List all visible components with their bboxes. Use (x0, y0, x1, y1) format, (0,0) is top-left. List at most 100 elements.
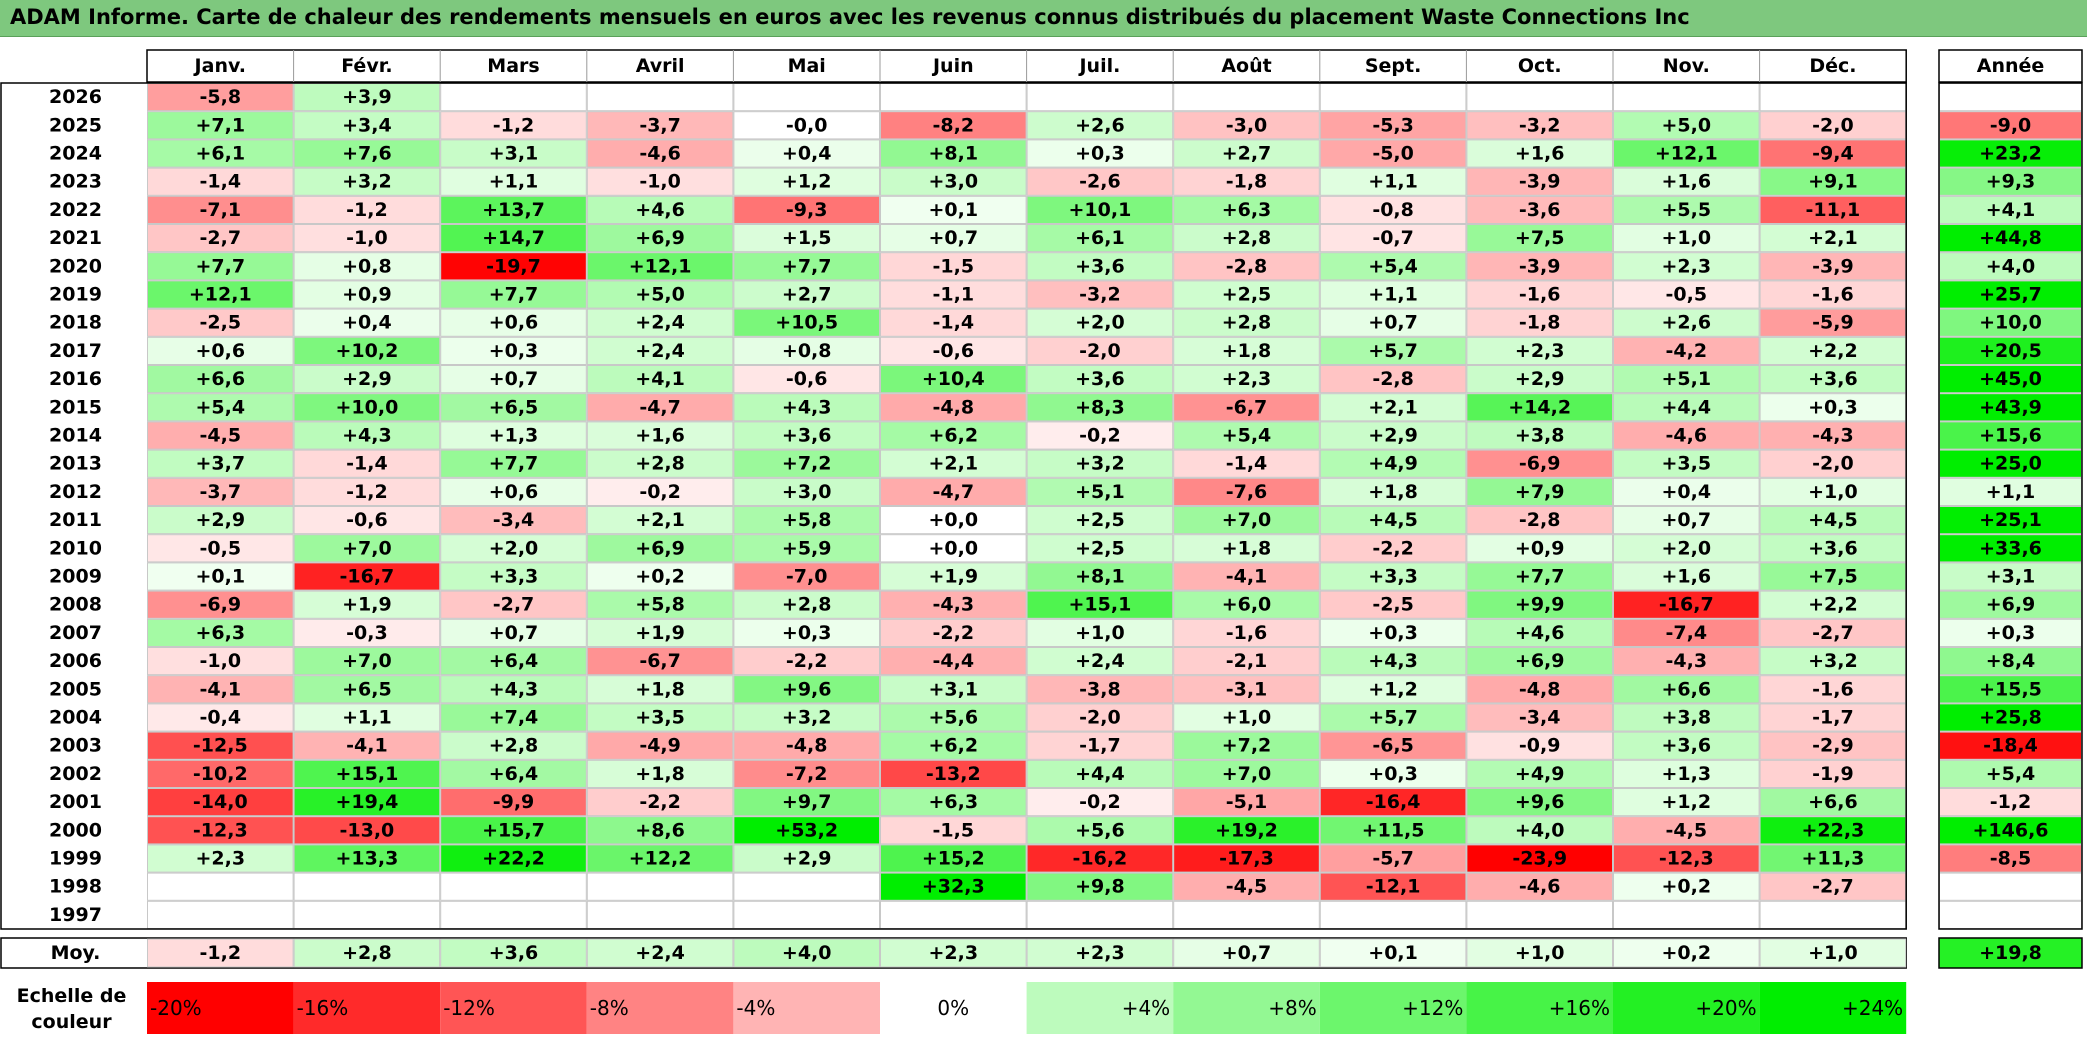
heatmap-cell (1026, 872, 1174, 901)
cell-value: +2,4 (1075, 650, 1125, 672)
cell-value: -3,2 (1079, 284, 1121, 306)
heatmap-cell (1466, 393, 1614, 422)
heatmap-cell (1613, 224, 1760, 253)
cell-value: -1,4 (200, 171, 242, 193)
heatmap-cell (1759, 759, 1907, 788)
heatmap-cell (1026, 308, 1174, 337)
year-total-value: +23,2 (1979, 143, 2042, 165)
heatmap-cell (1613, 618, 1760, 647)
cell-value: +3,2 (1075, 453, 1125, 475)
heatmap-cell (1173, 816, 1320, 845)
heatmap-cell (147, 731, 294, 760)
cell-value: +2,1 (929, 453, 979, 475)
cell-value: -11,1 (1806, 199, 1861, 221)
heatmap-cell (1466, 816, 1614, 845)
cell-value: +4,6 (1515, 622, 1565, 644)
cell-value: -16,7 (1659, 594, 1714, 616)
heatmap-cell (880, 562, 1027, 591)
cell-value: -2,6 (1079, 171, 1121, 193)
year-label: 2003 (49, 735, 102, 757)
cell-value: +12,1 (629, 255, 692, 277)
heatmap-cell (1759, 167, 1907, 196)
heatmap-cell (880, 421, 1027, 450)
heatmap-cell (1613, 816, 1760, 845)
heatmap-cell (1759, 788, 1907, 817)
cell-value: +3,5 (1662, 453, 1712, 475)
cell-value: +2,6 (1075, 114, 1125, 136)
average-cell (880, 938, 1027, 968)
heatmap-cell (1173, 83, 1320, 112)
heatmap-cell (1173, 252, 1320, 281)
cell-value: +1,2 (782, 171, 832, 193)
year-total-value: +20,5 (1979, 340, 2042, 362)
average-cell (1319, 938, 1467, 968)
cell-value: +0,6 (489, 312, 539, 334)
heatmap-cell (586, 308, 734, 337)
heatmap-cell (880, 900, 1027, 929)
heatmap-cell (1319, 421, 1467, 450)
cell-value: +7,7 (782, 255, 832, 277)
heatmap-cell (147, 477, 294, 506)
cell-value: -1,6 (1812, 284, 1854, 306)
year-total-cell (1939, 280, 2082, 309)
cell-value: -4,3 (1812, 425, 1854, 447)
scale-value: -12% (443, 996, 495, 1020)
cell-value: +3,6 (1808, 537, 1858, 559)
cell-value: -1,8 (1226, 171, 1268, 193)
heatmap-cell (1026, 280, 1174, 309)
heatmap-cell (1173, 788, 1320, 817)
heatmap-cell (1319, 844, 1467, 873)
heatmap-cell (1319, 195, 1467, 225)
cell-value: -19,7 (486, 255, 541, 277)
year-total-value: +45,0 (1979, 368, 2042, 390)
year-total-cell (1939, 83, 2082, 112)
cell-value: +3,3 (489, 566, 539, 588)
cell-value: +3,0 (929, 171, 979, 193)
heatmap-cell (293, 449, 441, 478)
heatmap-cell (880, 308, 1027, 337)
heatmap-cell (1466, 280, 1614, 309)
heatmap-cell (586, 703, 734, 732)
heatmap-cell (1759, 111, 1907, 140)
heatmap-cell (440, 872, 587, 901)
heatmap-cell (440, 759, 587, 788)
total-frame (1938, 82, 2083, 930)
cell-value: +8,3 (1075, 396, 1125, 418)
scale-swatch (293, 982, 441, 1034)
heatmap-cell (1319, 590, 1467, 619)
heatmap-cell (880, 675, 1027, 704)
cell-value: +3,2 (1808, 650, 1858, 672)
year-label: 2006 (49, 650, 102, 672)
cell-value: -2,2 (786, 650, 828, 672)
cell-value: +1,1 (342, 707, 392, 729)
heatmap-cell (586, 83, 734, 112)
cell-value: +2,3 (1662, 255, 1712, 277)
cell-value: -2,9 (1812, 735, 1854, 757)
cell-value: -1,2 (346, 481, 388, 503)
heatmap-cell (586, 421, 734, 450)
cell-value: -2,0 (1812, 453, 1854, 475)
heatmap-cell (1613, 365, 1760, 394)
cell-value: +4,5 (1368, 509, 1418, 531)
cell-value: +0,1 (196, 566, 246, 588)
cell-value: -8,2 (933, 114, 975, 136)
heatmap-cell (586, 788, 734, 817)
heatmap-cell (440, 731, 587, 760)
cell-value: -5,0 (1372, 143, 1414, 165)
cell-value: +2,9 (1368, 425, 1418, 447)
heatmap-cell (1466, 618, 1614, 647)
year-total-value: +43,9 (1979, 396, 2042, 418)
heatmap-cell (1173, 731, 1320, 760)
heatmap-cell (1026, 195, 1174, 225)
cell-value: +0,4 (342, 312, 392, 334)
heatmap-cell (440, 562, 587, 591)
cell-value: +9,8 (1075, 876, 1125, 898)
heatmap-cell (733, 872, 881, 901)
cell-value: +4,9 (1368, 453, 1418, 475)
heatmap-cell (880, 336, 1027, 365)
heatmap-cell (733, 224, 881, 253)
heatmap-cell (1319, 336, 1467, 365)
heatmap-cell (1026, 252, 1174, 281)
cell-value: -1,5 (933, 819, 975, 841)
